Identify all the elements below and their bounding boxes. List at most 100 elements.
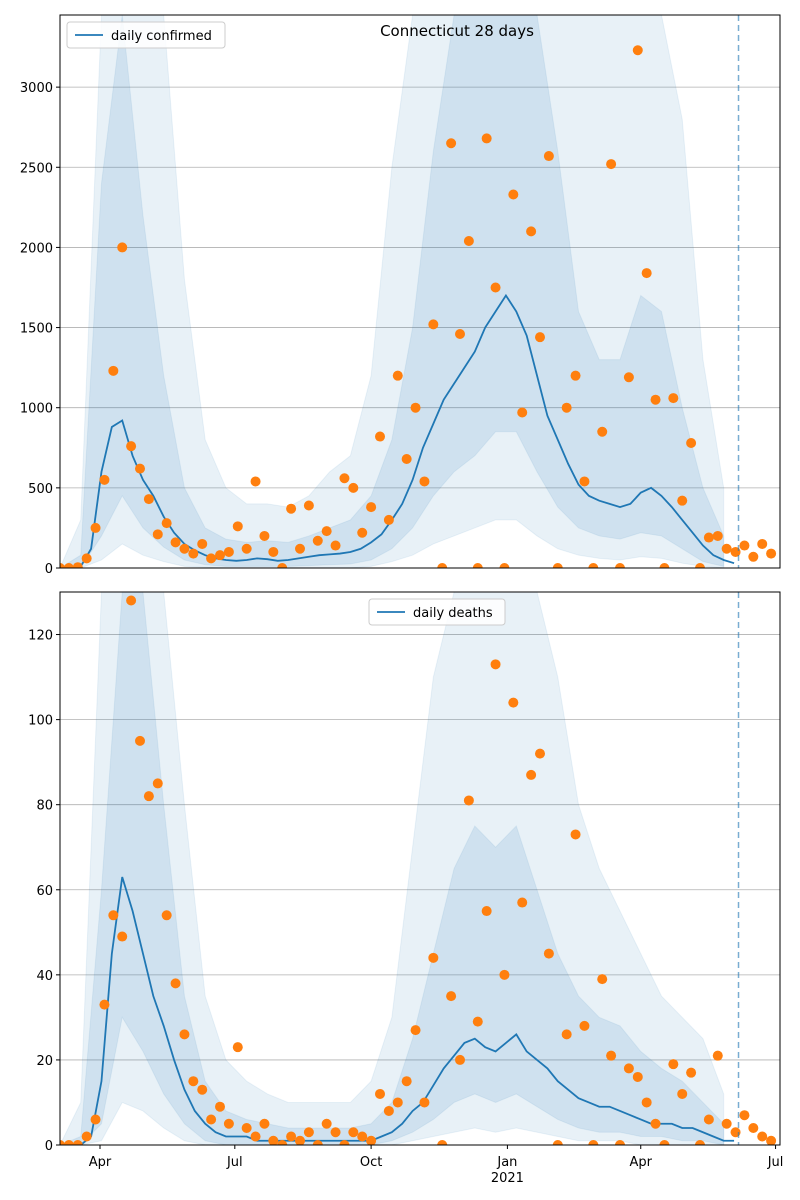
data-point [241, 543, 252, 554]
data-point [677, 1088, 688, 1099]
uncertainty-band [60, 15, 725, 568]
data-point [668, 1059, 679, 1070]
data-point [339, 473, 350, 484]
data-point [161, 910, 172, 921]
data-point [108, 365, 119, 376]
data-point [410, 1025, 421, 1036]
data-point [410, 402, 421, 413]
data-point [339, 1140, 350, 1145]
data-point [383, 514, 394, 525]
data-point [143, 791, 154, 802]
data-point [606, 1050, 617, 1061]
data-point [463, 795, 474, 806]
data-point [615, 1140, 625, 1145]
legend-label: daily deaths [413, 606, 493, 621]
data-point [188, 548, 199, 559]
y-tick-label: 500 [28, 482, 53, 497]
data-point [668, 393, 679, 404]
data-point [206, 553, 217, 564]
data-point [419, 1097, 430, 1108]
data-point [721, 1118, 732, 1129]
data-point [312, 535, 323, 546]
data-point [286, 1131, 297, 1142]
data-point [437, 1140, 448, 1145]
y-tick-label: 3000 [20, 81, 53, 96]
data-point [321, 526, 332, 537]
y-tick-label: 1500 [20, 322, 53, 337]
data-point [712, 1050, 723, 1061]
data-point [321, 1118, 332, 1129]
data-point [472, 563, 483, 568]
data-point [277, 1140, 288, 1145]
data-point [268, 546, 279, 557]
data-point [303, 1127, 314, 1138]
data-point [215, 1101, 225, 1112]
data-point [179, 543, 190, 554]
data-point [615, 563, 625, 568]
data-point [641, 268, 652, 279]
data-point [206, 1114, 217, 1125]
y-tick-label: 2500 [20, 161, 53, 176]
data-point [135, 463, 145, 474]
data-point [677, 495, 688, 506]
x-tick-label: Oct [360, 1155, 382, 1170]
data-point [499, 563, 510, 568]
chart-title: Connecticut 28 days [380, 22, 534, 40]
plot-area [60, 15, 780, 568]
data-point [152, 778, 163, 789]
data-point [428, 319, 439, 330]
data-point [455, 1054, 465, 1065]
data-point [401, 1076, 412, 1087]
y-tick-label: 0 [45, 1139, 53, 1154]
data-point [739, 540, 750, 551]
data-point [60, 563, 65, 568]
data-point [223, 1118, 234, 1129]
data-point [312, 1140, 323, 1145]
data-point [392, 1097, 403, 1108]
data-point [650, 1118, 661, 1129]
data-point [295, 543, 305, 554]
data-point [739, 1110, 750, 1121]
data-point [570, 370, 581, 381]
uncertainty-band [60, 592, 725, 1145]
data-point [143, 494, 154, 505]
axes-frame [59, 14, 781, 569]
data-point [348, 482, 359, 493]
data-point [303, 500, 314, 511]
data-point [446, 138, 457, 149]
x-tick-label: Jul [226, 1155, 243, 1170]
uncertainty-band [60, 592, 725, 1145]
data-point [401, 454, 412, 465]
data-point [277, 563, 288, 568]
data-point [90, 1114, 101, 1125]
data-point [170, 537, 181, 548]
y-tick-label: 0 [45, 562, 53, 577]
axes-frame [59, 591, 781, 1146]
x-tick-label: Apr [629, 1155, 652, 1170]
data-point [490, 282, 501, 293]
y-tick-label: 40 [36, 969, 53, 984]
data-point [686, 437, 697, 448]
data-point [428, 952, 439, 963]
data-point [215, 550, 225, 561]
data-point [606, 159, 617, 170]
series-line [60, 293, 735, 568]
tick-label-line: 2021 [491, 1171, 524, 1186]
data-point [72, 562, 83, 568]
data-point [197, 538, 208, 549]
data-point [330, 540, 341, 551]
data-point [463, 236, 474, 247]
data-point [659, 1140, 670, 1145]
data-point [188, 1076, 199, 1087]
data-point [72, 1140, 83, 1145]
data-point [117, 242, 128, 253]
data-point [686, 1067, 697, 1078]
data-point [766, 1135, 777, 1145]
data-point [508, 697, 519, 708]
data-point [552, 563, 563, 568]
data-point [295, 1135, 305, 1145]
data-point [348, 1127, 359, 1138]
data-point [81, 553, 92, 564]
